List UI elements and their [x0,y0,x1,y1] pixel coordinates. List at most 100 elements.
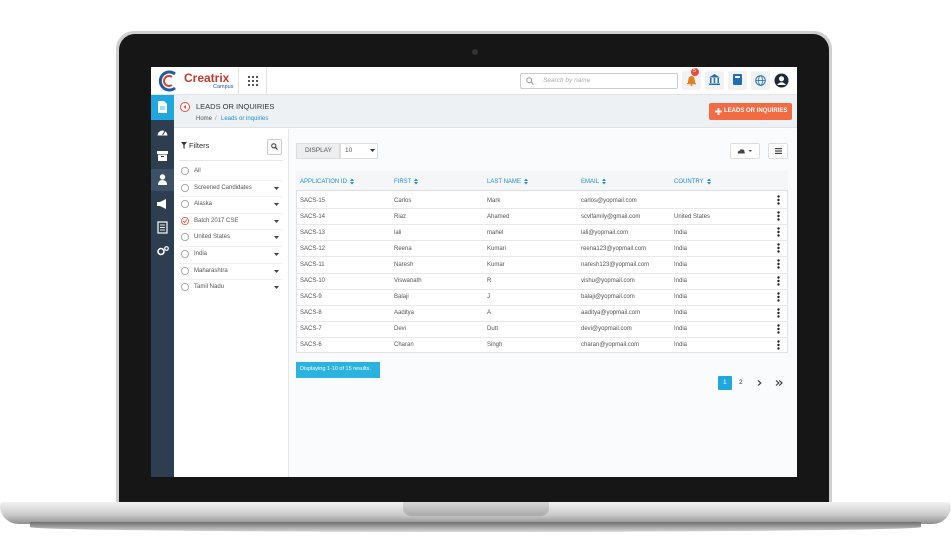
filter-expand-caret[interactable] [274,253,279,256]
filter-expand-caret[interactable] [274,219,279,223]
page-button-active[interactable] [718,376,732,390]
last-page-button[interactable] [775,380,783,386]
table-cell: balaji@yopmail.com [581,294,635,301]
filter-expand-caret[interactable] [274,236,279,240]
row-actions-button[interactable] [777,307,780,318]
filter-expand-caret[interactable] [274,203,279,207]
archive-icon[interactable] [157,151,168,161]
filter-label[interactable]: All [194,168,201,174]
sort-icon[interactable] [706,178,711,185]
apps-button[interactable] [248,76,258,86]
export-button[interactable] [730,143,760,159]
table-cell: India [674,278,688,284]
filter-divider [179,262,283,264]
column-header[interactable]: LAST NAME [487,179,521,185]
row-actions-button[interactable] [777,227,780,237]
filter-checkbox[interactable] [181,183,189,192]
filter-divider [179,229,283,231]
row-actions-button[interactable] [777,259,780,270]
filter-label[interactable]: United States [194,234,231,241]
filter-label[interactable]: India [194,251,208,257]
next-page-button[interactable] [757,380,762,386]
filter-label[interactable]: Alaska [194,201,213,208]
add-lead-label: LEADS OR INQUIRIES [724,108,788,114]
table-cell: SACS-8 [300,310,322,317]
settings-icon[interactable] [157,246,169,256]
table-cell: aaditya@yopmail.com [581,310,641,317]
notification-count: 5 [693,68,697,74]
table-cell: Charan [394,342,414,349]
table-cell: lali [394,229,402,236]
user-avatar[interactable] [774,73,789,88]
row-actions-button[interactable] [777,275,780,286]
filter-checkbox[interactable] [181,200,189,209]
user-icon [158,174,167,185]
filter-checkbox[interactable] [181,250,189,258]
page-size-value: 10 [345,147,353,154]
page-size-select[interactable] [340,143,378,159]
sort-icon[interactable] [602,178,607,185]
filter-checkbox[interactable] [181,283,189,292]
search-box[interactable] [520,73,678,89]
select-caret [370,149,375,152]
row-actions-button[interactable] [777,340,780,350]
column-header[interactable]: FIRST [394,179,412,185]
breadcrumb-home[interactable]: Home [196,116,213,122]
bell-icon [687,76,696,86]
table-cell: Aaditya [394,310,415,317]
filter-expand-caret[interactable] [274,286,279,290]
table-cell: SACS-6 [300,342,322,349]
data-table [296,171,788,353]
divider [266,67,267,95]
table-cell: R [487,278,492,284]
back-button[interactable] [180,102,190,112]
filter-label[interactable]: Screened Candidates [194,184,252,191]
table-cell: India [674,261,688,268]
search-icon [526,77,534,85]
table-cell: Balaji [394,294,409,301]
row-actions-button[interactable] [777,211,780,221]
filter-search-icon [271,143,278,150]
row-actions-button[interactable] [777,195,780,205]
column-header[interactable]: EMAIL [581,179,600,185]
announce-icon[interactable] [157,199,168,209]
filter-label[interactable]: Tamil Nadu [194,284,225,291]
filter-search-button[interactable] [267,139,282,155]
filter-checkbox[interactable] [181,167,189,175]
sort-icon[interactable] [414,178,419,185]
filter-checkbox[interactable] [181,233,189,242]
filter-icon [181,142,187,149]
page-number[interactable]: 1 [723,379,727,386]
divider [179,160,283,161]
column-header[interactable]: COUNTRY [674,179,704,185]
filter-expand-caret[interactable] [274,269,279,273]
row-divider [296,256,788,258]
table-cell: India [674,245,688,252]
filter-divider [179,212,283,214]
table-cell: SACS-10 [300,278,326,284]
row-actions-button[interactable] [777,291,780,302]
table-cell: naresh123@yopmail.com [581,261,650,268]
report-icon[interactable] [157,221,168,234]
table-cell: SACS-14 [300,213,326,220]
table-cell: SACS-15 [300,197,326,204]
page-number[interactable]: 2 [739,379,743,386]
sort-icon[interactable] [523,178,528,185]
dashboard-icon[interactable] [157,128,168,136]
sort-icon[interactable] [349,178,354,185]
notification-badge [691,68,699,76]
table-cell: India [674,229,688,236]
filter-label[interactable]: Batch 2017 CSE [194,217,239,224]
filter-checkbox[interactable] [181,266,189,275]
filter-checkbox-checked[interactable] [181,216,189,225]
filter-label[interactable]: Maharashtra [194,267,228,274]
row-divider [296,240,788,242]
row-actions-button[interactable] [777,243,780,253]
breadcrumb-current: Leads or inquiries [221,116,269,122]
row-actions-button[interactable] [777,324,780,334]
laptop-notch [403,502,549,516]
table-cell: reena123@yopmail.com [581,245,647,252]
filter-expand-caret[interactable] [274,186,279,190]
add-lead-button[interactable] [709,103,792,120]
column-header[interactable]: APPLICATION ID [300,179,347,185]
